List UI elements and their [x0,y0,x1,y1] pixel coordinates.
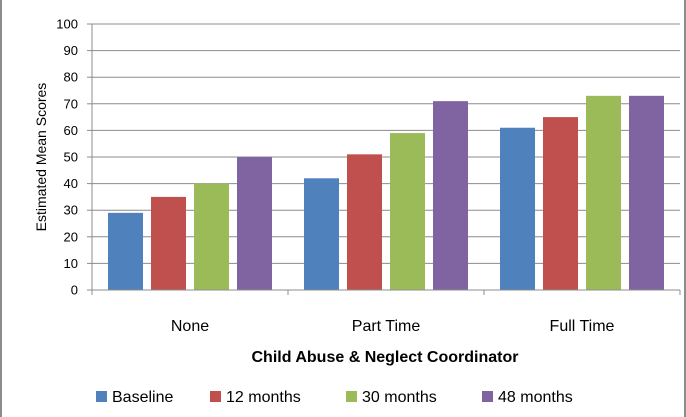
y-tick-label: 60 [64,123,78,138]
legend: Baseline 12 months 30 months 48 months [96,389,573,406]
y-tick-label: 70 [64,96,78,111]
y-tick-label: 100 [56,17,78,32]
y-tick-label: 30 [64,203,78,218]
bar-30-months-part-time [390,133,425,290]
legend-swatch [346,391,357,402]
y-tick-label: 80 [64,70,78,85]
y-tick-label: 0 [71,283,78,298]
bar-baseline-part-time [304,178,339,290]
y-tick-label: 50 [64,150,78,165]
y-tick-label: 40 [64,176,78,191]
y-tick-label: 10 [64,256,78,271]
legend-label: 12 months [226,389,301,406]
y-tick-label: 90 [64,43,78,58]
bar-48-months-part-time [433,101,468,290]
gridlines [92,23,680,264]
x-axis-categories: None Part Time Full Time [91,290,681,335]
bar-30-months-none [194,183,229,290]
bars [108,95,664,291]
x-category-label: Full Time [550,318,615,335]
bar-12-months-part-time [347,154,382,290]
y-tick-label: 20 [64,229,78,244]
bar-baseline-full-time [500,127,535,291]
x-category-label: None [171,318,209,335]
bar-48-months-full-time [629,95,664,290]
legend-swatch [482,391,493,402]
x-category-label: Part Time [352,318,421,335]
legend-label: 30 months [362,389,437,406]
legend-label: Baseline [112,389,173,406]
bar-baseline-none [108,212,143,290]
y-axis-ticks: 0 10 20 30 40 50 60 70 80 90 100 [56,17,92,298]
bar-12-months-full-time [543,117,578,290]
bar-12-months-none [151,196,186,290]
legend-swatch [210,391,221,402]
bar-48-months-none [237,157,272,290]
bar-30-months-full-time [586,95,621,290]
y-axis-title: Estimated Mean Scores [33,83,49,232]
legend-label: 48 months [498,389,573,406]
legend-swatch [96,391,107,402]
x-axis-title: Child Abuse & Neglect Coordinator [252,349,519,366]
